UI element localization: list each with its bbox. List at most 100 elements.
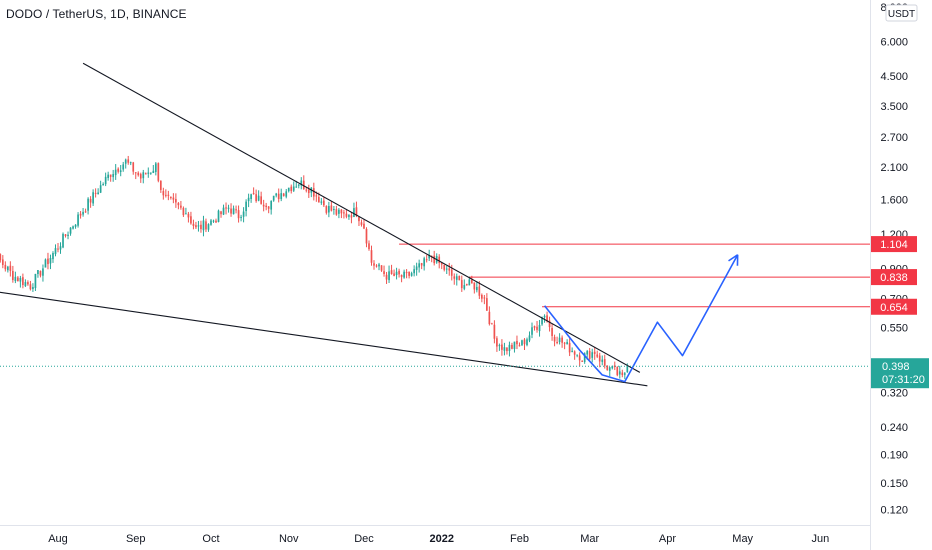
candle-body — [280, 193, 283, 200]
price-tick-label: 0.550 — [880, 322, 908, 334]
candle-body — [413, 269, 415, 274]
candle-body — [496, 338, 498, 347]
candle-body — [205, 221, 207, 230]
candle-body — [62, 233, 64, 248]
candle-body — [365, 228, 368, 244]
candle-body — [428, 254, 431, 259]
candle-body — [275, 193, 278, 196]
candle-body — [606, 365, 609, 371]
candle-body — [112, 174, 115, 178]
candle-body — [363, 223, 365, 229]
last-price-tag — [871, 358, 929, 389]
candle-body — [518, 345, 521, 347]
candle-body — [230, 208, 232, 214]
price-tick-label: 0.320 — [880, 387, 908, 399]
candle-body — [353, 208, 355, 217]
candle-body — [117, 168, 120, 172]
candle-body — [586, 351, 589, 355]
candle-body — [360, 222, 363, 225]
candle-body — [541, 317, 543, 325]
candle-body — [69, 227, 72, 234]
candle-body — [24, 282, 27, 287]
currency-badge — [885, 4, 918, 22]
candle-body — [39, 270, 42, 276]
candle-body — [613, 365, 616, 368]
candle-body — [240, 216, 242, 218]
candle-body — [393, 273, 395, 276]
candle-body — [6, 266, 9, 271]
time-axis[interactable]: Aug Sep Oct Nov Dec 2022 Feb Mar Apr May Jun — [48, 533, 829, 545]
candle-body — [415, 266, 418, 270]
candle-body — [576, 354, 579, 356]
candle-body — [57, 248, 59, 250]
candle-body — [511, 344, 513, 349]
price-tick-label: 1.600 — [880, 195, 908, 207]
candle-body — [317, 196, 320, 203]
candle-body — [506, 347, 508, 352]
candle-body — [277, 193, 280, 200]
candle-body — [247, 197, 250, 202]
candle-body — [621, 372, 624, 376]
candle-body — [328, 206, 330, 213]
candle-body — [270, 200, 273, 210]
price-axis[interactable]: 8.0006.0004.5003.5002.7002.1001.6001.200… — [880, 2, 918, 517]
candle-body — [34, 273, 37, 289]
candle-body — [448, 268, 451, 271]
candle-body — [107, 174, 110, 179]
time-tick-label: Mar — [580, 533, 599, 545]
price-tick-label: 6.000 — [880, 36, 908, 48]
candle-body — [94, 192, 97, 194]
projection-arrowhead — [728, 254, 739, 262]
price-tick-label: 0.120 — [880, 505, 908, 517]
candle-body — [593, 351, 596, 354]
last-price-label: 0.398 — [882, 361, 910, 373]
candle-body — [408, 271, 410, 276]
candle-body — [14, 276, 17, 282]
candle-body — [348, 215, 350, 217]
candle-body — [127, 159, 130, 163]
candle-body — [22, 277, 24, 286]
candle-body — [601, 359, 604, 362]
candle-body — [182, 207, 185, 216]
candle-body — [390, 270, 393, 275]
candle-body — [272, 195, 275, 201]
candle-body — [573, 351, 576, 355]
candle-body — [423, 258, 426, 267]
candle-body — [295, 186, 298, 188]
candle-body — [370, 250, 373, 263]
candle-body — [220, 211, 222, 215]
candle-body — [124, 159, 127, 164]
candle-body — [202, 220, 205, 231]
candle-body — [501, 344, 503, 350]
candle-body — [170, 197, 172, 199]
trendline — [0, 291, 648, 387]
candle-body — [468, 279, 471, 286]
candle-body — [563, 342, 566, 344]
candle-body — [17, 277, 19, 282]
candle-body — [483, 297, 486, 299]
candle-body — [388, 271, 390, 281]
candle-body — [262, 204, 265, 207]
candle-body — [282, 193, 285, 196]
candle-body — [596, 354, 599, 357]
candle-body — [395, 271, 398, 276]
candle-body — [285, 191, 288, 197]
candle-body — [578, 355, 581, 361]
candle-body — [611, 366, 614, 369]
candle-body — [104, 176, 107, 185]
candle-body — [59, 246, 62, 250]
candle-body — [581, 360, 584, 362]
candle-body — [438, 256, 441, 263]
candle-body — [343, 212, 345, 214]
candle-body — [287, 187, 290, 192]
price-tick-label: 2.100 — [880, 162, 908, 174]
candle-body — [175, 198, 177, 203]
candle-body — [245, 201, 247, 212]
candle-body — [89, 198, 92, 203]
candle-body — [481, 294, 483, 299]
candle-body — [47, 258, 49, 265]
candle-body — [129, 162, 132, 164]
candle-body — [84, 211, 87, 213]
drawings-layer — [0, 62, 870, 387]
